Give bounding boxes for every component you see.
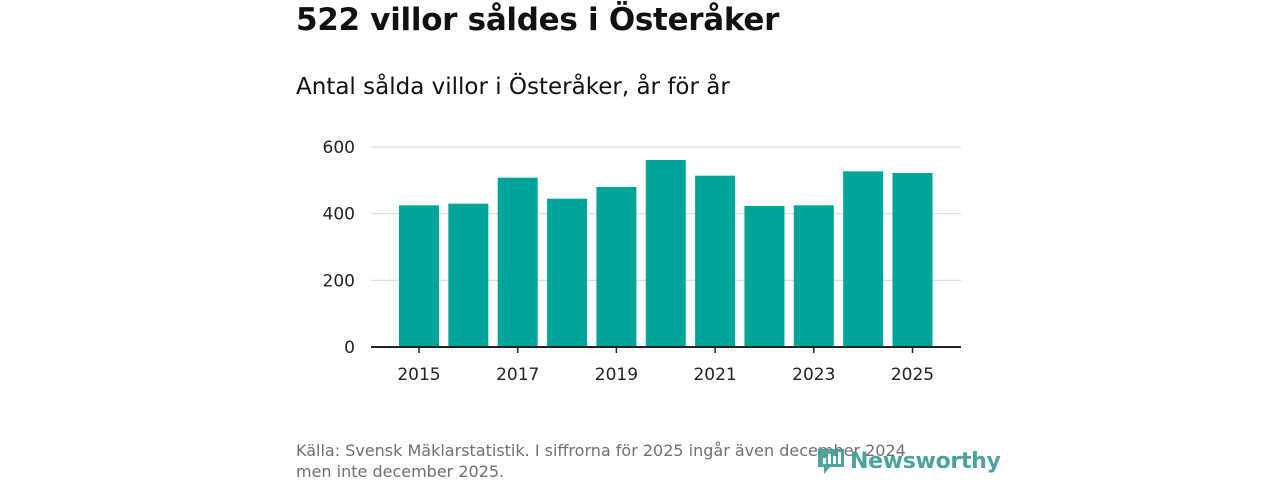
y-tick-label: 200	[323, 271, 355, 291]
x-tick-label: 2019	[595, 365, 638, 385]
bar-2015	[399, 205, 439, 347]
y-axis-ticks: 0 200 400 600	[323, 138, 355, 358]
bar-2023	[793, 205, 834, 347]
bar-2017	[497, 177, 538, 347]
bar-2022	[744, 206, 785, 347]
y-tick-label: 0	[344, 338, 355, 358]
x-tick-label: 2015	[397, 365, 440, 385]
bar-2020	[645, 160, 686, 347]
brand-name: Newsworthy	[850, 448, 1001, 474]
bar-2025	[892, 173, 933, 347]
x-tick-label: 2023	[792, 365, 835, 385]
y-tick-label: 600	[323, 138, 355, 158]
source-note-line-1: Källa: Svensk Mäklarstatistik. I siffror…	[296, 441, 906, 460]
newsworthy-logo-icon	[818, 449, 844, 474]
x-axis-ticks: 2015 2017 2019 2021 2023 2025	[397, 347, 934, 385]
bar-2016	[448, 203, 489, 347]
newsworthy-logo: Newsworthy	[816, 446, 1001, 476]
bar-2019	[596, 187, 637, 347]
source-note: Källa: Svensk Mäklarstatistik. I siffror…	[296, 440, 976, 480]
chart-title: 522 villor såldes i Österåker	[296, 2, 780, 38]
bars	[399, 160, 933, 347]
bar-chart: 0 200 400 600 2015 2017 2019 2021 2023 2025	[323, 138, 961, 385]
x-tick-label: 2017	[496, 365, 539, 385]
y-tick-label: 400	[323, 205, 355, 225]
chart-subtitle: Antal sålda villor i Österåker, år för å…	[296, 74, 730, 100]
bar-2018	[547, 198, 588, 347]
x-tick-label: 2025	[891, 365, 934, 385]
source-note-line-2: men inte december 2025.	[296, 462, 505, 480]
x-tick-label: 2021	[693, 365, 736, 385]
bar-2021	[695, 175, 736, 347]
bar-2024	[843, 171, 884, 347]
